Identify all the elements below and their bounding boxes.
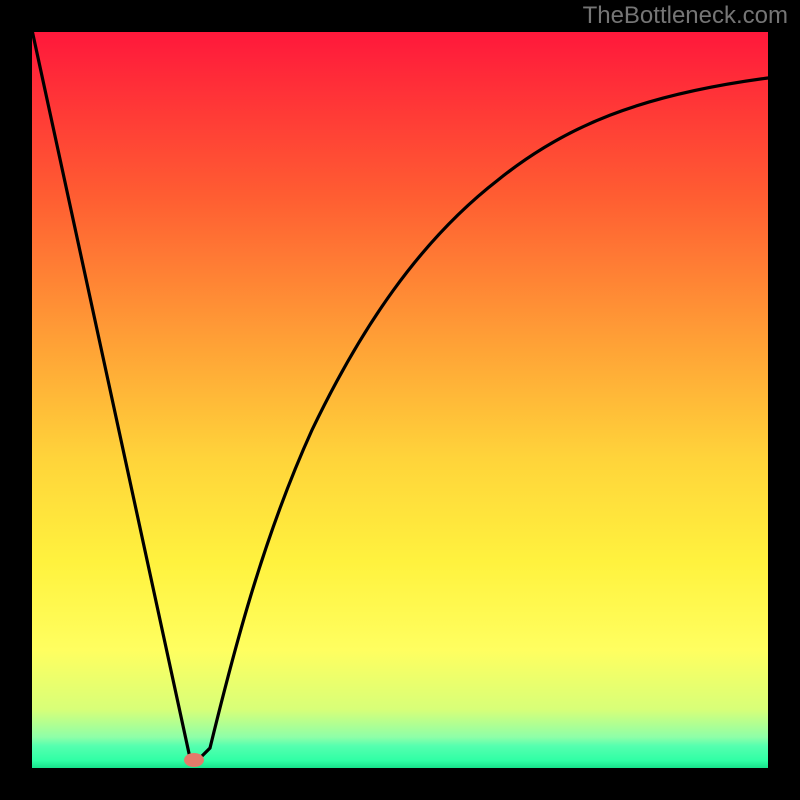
pivot-marker [184,753,204,767]
chart-svg [0,0,800,800]
attribution-label: TheBottleneck.com [583,2,788,30]
plot-background [32,32,768,768]
bottleneck-chart: TheBottleneck.com [0,0,800,800]
